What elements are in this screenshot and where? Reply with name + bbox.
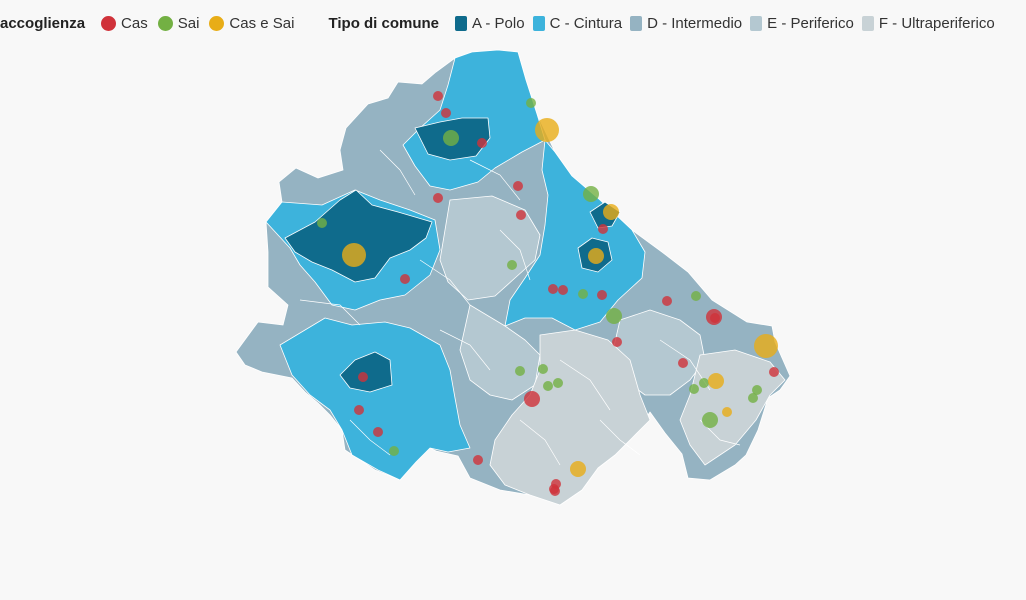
marker-cas-e-sai[interactable] [535,118,559,142]
area-a-polo[interactable] [284,189,433,283]
marker-cas[interactable] [513,181,523,191]
marker-cas-e-sai[interactable] [722,407,732,417]
legend-label-periferico: E - Periferico [767,14,854,32]
legend-item-cas-e-sai[interactable]: Cas e Sai [209,15,294,32]
marker-cas[interactable] [524,391,540,407]
municipality-border [599,419,641,456]
legend-item-ultraperiferico[interactable]: F - Ultraperiferico [861,14,995,32]
marker-sai[interactable] [689,384,699,394]
marker-sai[interactable] [507,260,517,270]
marker-cas[interactable] [598,224,608,234]
periferico-swatch-icon [750,15,763,31]
marker-sai[interactable] [389,446,399,456]
marker-cas[interactable] [400,274,410,284]
marker-cas[interactable] [516,210,526,220]
legend-item-periferico[interactable]: E - Periferico [750,15,854,32]
marker-cas[interactable] [678,358,688,368]
marker-sai[interactable] [543,381,553,391]
legend-item-intermedio[interactable]: D - Intermedio [630,15,742,32]
legend-title-accoglienza: accoglienza [0,14,86,32]
marker-cas[interactable] [597,290,607,300]
reception-markers [317,91,779,496]
municipality-border [419,259,471,306]
sai-dot-icon [157,15,173,31]
marker-cas-e-sai[interactable] [603,204,619,220]
municipality-border [559,359,611,411]
legend-item-sai[interactable]: Sai [157,14,200,32]
marker-sai[interactable] [526,98,536,108]
legend: accoglienza Cas Sai Cas e Sai Tipo di co… [0,12,1003,34]
municipality-border [519,419,561,466]
polo-swatch-icon [455,15,468,31]
marker-cas-e-sai[interactable] [708,373,724,389]
cas-e-sai-dot-icon [209,15,225,31]
intermedio-swatch-icon [630,15,643,31]
marker-cas-e-sai[interactable] [570,461,586,477]
marker-sai[interactable] [699,378,709,388]
marker-sai[interactable] [553,378,563,388]
municipality-border [349,419,391,456]
marker-sai[interactable] [691,291,701,301]
area-f-ultraperiferico[interactable] [489,329,651,506]
area-e-periferico[interactable] [459,304,541,401]
cas-dot-icon [101,15,117,31]
marker-cas[interactable] [558,285,568,295]
legend-title-tipo: Tipo di comune [328,14,440,32]
legend-label-polo: A - Polo [472,14,525,32]
marker-cas[interactable] [612,337,622,347]
area-e-periferico[interactable] [439,195,541,301]
legend-label-cas: Cas [121,14,148,32]
marker-sai[interactable] [317,218,327,228]
area-a-polo[interactable] [339,351,393,393]
municipality-border [499,229,531,281]
marker-cas[interactable] [477,138,487,148]
marker-cas[interactable] [769,367,779,377]
marker-cas[interactable] [441,108,451,118]
marker-cas[interactable] [662,296,672,306]
marker-cas-e-sai[interactable] [754,334,778,358]
marker-sai[interactable] [538,364,548,374]
marker-sai[interactable] [606,308,622,324]
legend-item-cintura[interactable]: C - Cintura [532,14,623,32]
marker-sai[interactable] [748,393,758,403]
marker-cas[interactable] [358,372,368,382]
municipality-border [469,159,521,201]
marker-cas[interactable] [354,405,364,415]
cintura-swatch-icon [532,15,545,31]
marker-cas[interactable] [548,284,558,294]
marker-sai[interactable] [515,366,525,376]
municipality-border [299,299,361,326]
marker-cas[interactable] [433,193,443,203]
municipality-border [439,329,491,371]
marker-cas-e-sai[interactable] [588,248,604,264]
area-c-cintura[interactable] [279,317,471,481]
marker-cas[interactable] [373,427,383,437]
marker-cas[interactable] [550,486,560,496]
municipality-border [379,149,416,196]
marker-sai[interactable] [752,385,762,395]
legend-label-cintura: C - Cintura [549,14,623,32]
municipality-areas [235,49,791,506]
legend-label-ultraperiferico: F - Ultraperiferico [878,14,995,32]
marker-sai[interactable] [578,289,588,299]
marker-cas[interactable] [710,313,720,323]
marker-cas[interactable] [473,455,483,465]
legend-item-cas[interactable]: Cas [101,15,148,32]
marker-sai[interactable] [583,186,599,202]
legend-label-sai: Sai [177,14,200,32]
ultraperiferico-swatch-icon [861,15,874,31]
marker-sai[interactable] [443,130,459,146]
legend-label-cas-e-sai: Cas e Sai [229,14,295,32]
marker-cas-e-sai[interactable] [342,243,366,267]
legend-label-intermedio: D - Intermedio [647,14,743,32]
marker-cas[interactable] [433,91,443,101]
marker-sai[interactable] [702,412,718,428]
legend-item-polo[interactable]: A - Polo [455,15,525,32]
